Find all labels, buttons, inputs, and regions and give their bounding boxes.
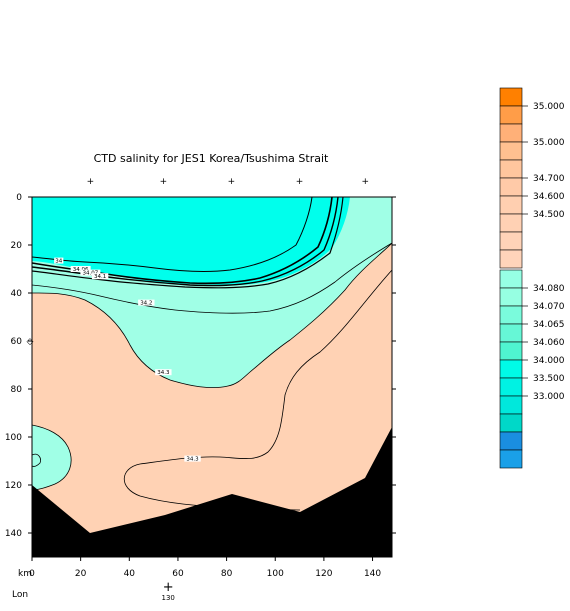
colorbar-swatch [499, 249, 523, 269]
x-tick-label: 100 [267, 569, 284, 579]
colorbar-label: 35.000 [533, 138, 565, 148]
y-tick-label: 60 [11, 337, 23, 347]
y-tick-label: 40 [11, 289, 23, 299]
colorbar-swatch [499, 359, 523, 379]
colorbar-label: 33.500 [533, 374, 565, 384]
x-tick-label: 0 [29, 569, 35, 579]
lon-label: Lon [12, 590, 28, 600]
colorbar-swatch [499, 413, 523, 433]
colorbar-label: 34.080 [533, 284, 565, 294]
contour-label-bg [184, 455, 201, 462]
colorbar-swatch [499, 269, 523, 289]
y-tick-label: 140 [5, 529, 22, 539]
colorbar-label: 34.070 [533, 302, 565, 312]
plot-frame [31, 196, 393, 558]
colorbar-label: 34.700 [533, 174, 565, 184]
station-mark: + [160, 177, 168, 187]
colorbar-label: 34.065 [533, 320, 565, 330]
seabed [32, 427, 392, 557]
colorbar-swatch [499, 231, 523, 251]
lon-tick-label: 130 [162, 594, 175, 602]
contour-label-bg [155, 369, 172, 376]
colorbar-label: 34.500 [533, 210, 565, 220]
colorbar-label: 34.600 [533, 192, 565, 202]
colorbar-swatch [499, 105, 523, 125]
colorbar-swatch [499, 377, 523, 397]
lon-tick-mark: + [163, 580, 174, 595]
x-axis-label: km [18, 569, 32, 579]
y-tick-label: 20 [11, 241, 23, 251]
chart-title: CTD salinity for JES1 Korea/Tsushima Str… [94, 152, 329, 165]
station-mark: + [87, 177, 95, 187]
colorbar-label: 34.000 [533, 356, 565, 366]
colorbar-swatch [499, 323, 523, 343]
contour-label-bg [70, 266, 91, 272]
y-tick-label: 80 [11, 385, 23, 395]
x-tick-label: 20 [75, 569, 87, 579]
left-low-salinity-pocket [32, 425, 72, 490]
y-tick-label: 100 [5, 433, 22, 443]
right-axis-ticks [392, 196, 396, 534]
y-tick-label: 0 [16, 193, 22, 203]
x-tick-label: 60 [172, 569, 184, 579]
y-axis: 0 20 40 60 80 100 120 140 [5, 193, 32, 539]
contour-label-bg [80, 269, 101, 276]
station-marks: + + + + + [87, 177, 369, 187]
station-mark: + [228, 177, 236, 187]
colorbar-swatch [499, 141, 523, 161]
station-mark: + [296, 177, 304, 187]
contour-field [32, 197, 392, 557]
colorbar-swatch [499, 87, 523, 107]
x-tick-label: 140 [364, 569, 381, 579]
colorbar-swatch [499, 213, 523, 233]
colorbar: 35.000 35.000 34.700 34.600 34.500 34.080 34.0… [499, 87, 565, 469]
x-axis: 0 20 40 60 80 100 120 140 [29, 557, 381, 579]
contour-label: 34.07 [83, 271, 99, 277]
contour-label: 34 [55, 259, 62, 265]
colorbar-swatch [499, 287, 523, 307]
colorbar-label: 34.060 [533, 338, 565, 348]
contour-label: 34.3 [186, 457, 199, 463]
station-mark: + [361, 177, 369, 187]
lon-ticks: +130 [162, 580, 175, 602]
x-tick-label: 80 [221, 569, 233, 579]
colorbar-swatch [499, 123, 523, 143]
x-tick-label: 40 [124, 569, 136, 579]
colorbar-swatch [499, 195, 523, 215]
colorbar-label: 35.000 [533, 102, 565, 112]
contour-label: 34.1 [94, 274, 106, 280]
colorbar-swatch [499, 449, 523, 469]
colorbar-swatch [499, 305, 523, 325]
colorbar-swatch [499, 159, 523, 179]
colorbar-swatch [499, 395, 523, 415]
colorbar-swatch [499, 431, 523, 451]
x-tick-label: 120 [315, 569, 332, 579]
colorbar-swatch [499, 341, 523, 361]
left-diamond-marker: ◇ [27, 337, 34, 347]
y-tick-label: 120 [5, 481, 22, 491]
contour-label: 34.2 [140, 301, 152, 307]
contour-label-bg [54, 257, 64, 264]
contour-label-bg [91, 273, 109, 280]
contour-label-bg [138, 299, 155, 306]
colorbar-label: 33.000 [533, 392, 565, 402]
colorbar-swatch [499, 177, 523, 197]
contour-label: 34.3 [157, 370, 170, 376]
